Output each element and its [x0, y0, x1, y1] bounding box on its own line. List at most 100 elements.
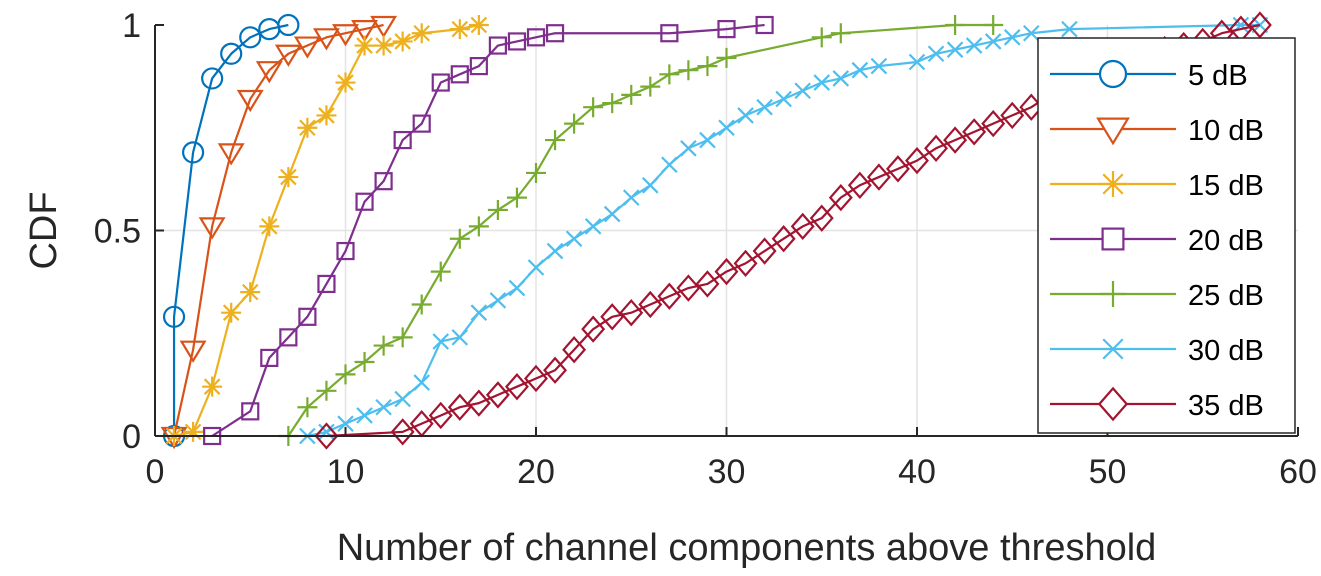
legend-item: 35 dB [1050, 386, 1264, 422]
data-point-x [1023, 24, 1040, 42]
data-point-asterisk [392, 31, 413, 52]
data-point-diamond [981, 109, 1006, 138]
data-point-triangle-down [332, 24, 359, 47]
data-point-square [241, 402, 260, 421]
data-point-square [1101, 227, 1125, 251]
data-point-x [1003, 29, 1021, 46]
data-point-square [393, 130, 412, 150]
data-point-x [1061, 20, 1078, 38]
legend-label: 15 dB [1188, 170, 1264, 202]
data-point-plus [1100, 281, 1126, 307]
data-point-square [355, 192, 374, 211]
data-point-diamond [733, 249, 758, 278]
data-point-x [508, 279, 526, 297]
legend-item: 20 dB [1050, 225, 1264, 257]
data-point-plus [316, 380, 337, 401]
data-point-plus [373, 335, 394, 356]
data-point-plus [392, 327, 413, 348]
data-point-diamond [600, 303, 625, 331]
data-point-diamond [924, 134, 949, 162]
data-point-plus [411, 294, 432, 315]
legend-box [1037, 37, 1296, 434]
series-line [173, 23, 480, 438]
data-point-x [432, 333, 450, 350]
data-point-diamond [504, 373, 529, 401]
data-point-diamond [943, 126, 968, 154]
legend-item: 10 dB [1050, 115, 1264, 147]
data-point-plus [945, 15, 966, 35]
data-point-triangle-down [198, 217, 226, 240]
data-point-x [813, 74, 831, 91]
x-tick-label: 40 [898, 453, 936, 491]
data-point-square [412, 114, 431, 133]
data-point-x [908, 53, 926, 71]
data-point-x [718, 119, 735, 137]
data-point-x [375, 398, 392, 416]
data-point-asterisk [1100, 171, 1126, 197]
data-point-asterisk [259, 216, 280, 237]
data-point-circle [201, 67, 224, 90]
data-point-diamond [962, 118, 987, 146]
data-point-diamond [1000, 101, 1025, 130]
y-tick-label: 1 [122, 7, 141, 45]
legend-item: 30 dB [1050, 335, 1264, 367]
data-point-square [507, 32, 527, 51]
data-point-x [737, 107, 754, 124]
data-point-plus [545, 130, 566, 151]
y-tick-label: 0 [122, 418, 141, 456]
data-point-x [546, 242, 564, 260]
data-point-x [756, 98, 773, 116]
data-point-diamond [466, 389, 491, 417]
data-point-diamond [885, 155, 910, 183]
data-point-asterisk [183, 421, 204, 442]
data-point-x [699, 131, 716, 149]
data-point-diamond [676, 274, 701, 302]
y-tick-label: 0.5 [94, 213, 141, 251]
data-point-plus [335, 364, 356, 385]
data-point-square [526, 28, 546, 47]
axes: 0 10 20 30 40 50 60 0 0.5 1 [94, 7, 1317, 491]
data-point-x [622, 189, 640, 206]
data-point-x [489, 292, 507, 309]
data-point-asterisk [335, 72, 356, 93]
data-point-diamond [447, 393, 472, 421]
data-point-diamond [1097, 386, 1129, 422]
data-point-diamond [828, 183, 853, 212]
data-point-plus [602, 93, 623, 114]
data-point-square [279, 328, 298, 347]
data-point-square [260, 348, 279, 368]
data-point-plus [983, 15, 1004, 35]
data-point-x [1102, 338, 1124, 360]
data-point-plus [354, 352, 375, 373]
data-point-diamond [847, 171, 872, 199]
data-point-diamond [314, 422, 339, 450]
x-tick-label: 0 [146, 453, 165, 491]
data-point-x [984, 33, 1002, 50]
data-point-x [356, 407, 373, 424]
data-point-asterisk [240, 282, 261, 303]
data-point-triangle-down [370, 15, 398, 39]
data-point-diamond [619, 299, 644, 327]
x-tick-label: 10 [327, 453, 365, 491]
legend-label: 10 dB [1188, 115, 1264, 147]
data-point-square [717, 20, 736, 39]
data-point-diamond [866, 163, 891, 191]
data-point-triangle-down [217, 143, 245, 166]
data-point-plus [297, 397, 318, 418]
x-tick-label: 30 [708, 453, 746, 491]
data-point-triangle-down [179, 340, 207, 363]
data-point-triangle-down [236, 89, 264, 113]
data-point-diamond [562, 336, 587, 364]
data-point-x [565, 230, 583, 247]
x-tick-label: 50 [1089, 453, 1127, 491]
data-point-circle [220, 42, 243, 65]
data-point-x [851, 61, 869, 79]
data-point-x [946, 41, 964, 58]
data-point-square [545, 24, 565, 43]
data-point-x [832, 70, 850, 87]
data-point-diamond [905, 146, 929, 175]
data-point-plus [811, 27, 832, 48]
data-point-circle [162, 305, 186, 328]
x-axis-label: Number of channel components above thres… [337, 527, 1157, 569]
